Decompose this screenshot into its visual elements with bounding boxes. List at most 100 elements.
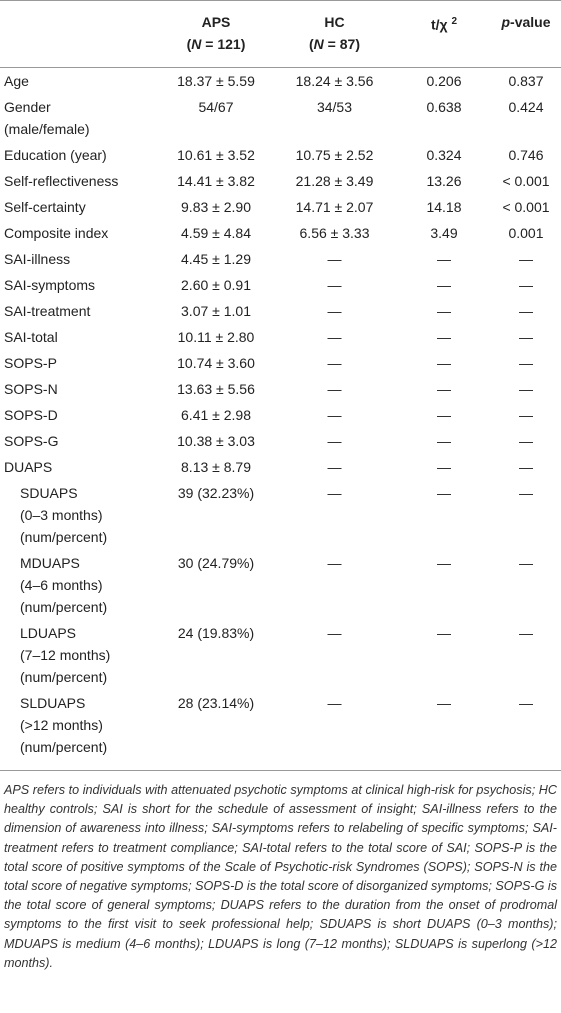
cell: 4.45 ± 1.29 <box>181 251 251 267</box>
row-label: SOPS-P <box>0 350 160 376</box>
cell: — <box>437 555 451 571</box>
cell: 13.63 ± 5.56 <box>177 381 255 397</box>
cell: — <box>519 485 533 501</box>
label-line: (7–12 months) <box>20 647 111 663</box>
label-line: (num/percent) <box>20 599 108 615</box>
header-text: ( <box>309 36 314 52</box>
cell: 18.37 ± 5.59 <box>177 73 255 89</box>
label-line: (male/female) <box>4 121 90 137</box>
label-line: (>12 months) <box>20 717 103 733</box>
header-cell: p-value <box>491 1 561 68</box>
cell: — <box>437 485 451 501</box>
row-label: Self-reflectiveness <box>0 168 160 194</box>
table-row: SOPS-P 10.74 ± 3.60 — — — <box>0 350 561 376</box>
cell: — <box>327 329 342 345</box>
cell: — <box>327 625 342 641</box>
row-label: SAI-illness <box>0 246 160 272</box>
table-row: Self-certainty 9.83 ± 2.90 14.71 ± 2.07 14.… <box>0 194 561 220</box>
label-line: SAI-total <box>4 329 58 345</box>
header-text: HC <box>324 14 345 30</box>
table-row: Self-reflectiveness 14.41 ± 3.82 21.28 ± 3… <box>0 168 561 194</box>
label-line: SAI-symptoms <box>4 277 96 293</box>
cell: — <box>437 625 451 641</box>
cell: — <box>519 433 533 449</box>
row-label: SOPS-D <box>0 402 160 428</box>
row-label: SDUAPS (0–3 months) (num/percent) <box>0 480 160 550</box>
cell: 10.75 ± 2.52 <box>295 147 374 163</box>
header-text: (N = 121) <box>160 33 272 55</box>
cell: 10.11 ± 2.80 <box>177 329 255 345</box>
cell: 9.83 ± 2.90 <box>181 199 251 215</box>
cell: 34/53 <box>316 99 353 115</box>
cell: 8.13 ± 8.79 <box>181 459 251 475</box>
table-row: Education (year) 10.61 ± 3.52 10.75 ± 2.52… <box>0 142 561 168</box>
label-line: Education (year) <box>4 147 107 163</box>
label-line: SOPS-P <box>4 355 57 371</box>
header-text: = 121) <box>201 36 246 52</box>
cell: — <box>519 381 533 397</box>
cell: 14.71 ± 2.07 <box>295 199 374 215</box>
cell: — <box>327 695 342 711</box>
cell: — <box>327 355 342 371</box>
cell: 30 (24.79%) <box>177 555 255 571</box>
cell: — <box>519 555 533 571</box>
table-body: Age 18.37 ± 5.59 18.24 ± 3.56 0.206 0.837 Gen… <box>0 68 561 771</box>
cell: 14.41 ± 3.82 <box>177 173 255 189</box>
cell: — <box>437 329 451 345</box>
cell: — <box>327 277 342 293</box>
label-line: SOPS-D <box>4 407 58 423</box>
data-table: APS (N = 121) HC (N = 87) t/χ 2 p-value … <box>0 0 561 771</box>
cell: 18.24 ± 3.56 <box>295 73 374 89</box>
table-row: SAI-total 10.11 ± 2.80 — — — <box>0 324 561 350</box>
header-text: N <box>191 36 202 52</box>
label-line: SDUAPS <box>20 485 78 501</box>
header-text: (N = 87) <box>272 33 397 55</box>
cell: 0.206 <box>426 73 462 89</box>
cell: — <box>437 695 451 711</box>
cell: — <box>519 329 533 345</box>
cell: — <box>437 459 451 475</box>
cell: 10.74 ± 3.60 <box>177 355 255 371</box>
header-text: 2 <box>451 16 458 27</box>
cell: — <box>519 303 533 319</box>
header-text: N <box>313 36 324 52</box>
row-label: SOPS-N <box>0 376 160 402</box>
cell: — <box>519 277 533 293</box>
cell: — <box>519 251 533 267</box>
cell: — <box>519 355 533 371</box>
cell: 39 (32.23%) <box>177 485 255 501</box>
cell: — <box>519 695 533 711</box>
label-line: (0–3 months) <box>20 507 103 523</box>
header-cell: HC (N = 87) <box>272 1 397 68</box>
cell: — <box>327 433 342 449</box>
cell: 54/67 <box>198 99 234 115</box>
cell: — <box>519 459 533 475</box>
cell: — <box>437 433 451 449</box>
label-line: (num/percent) <box>20 739 108 755</box>
cell: 0.324 <box>426 147 462 163</box>
cell: 6.56 ± 3.33 <box>299 225 370 241</box>
table-row: SAI-illness 4.45 ± 1.29 — — — <box>0 246 561 272</box>
cell: 3.49 <box>430 225 458 241</box>
label-line: (num/percent) <box>20 529 108 545</box>
label-line: Age <box>4 73 29 89</box>
cell: — <box>327 407 342 423</box>
row-label: DUAPS <box>0 454 160 480</box>
label-line: SOPS-N <box>4 381 58 397</box>
label-line: SAI-treatment <box>4 303 91 319</box>
cell: — <box>437 407 451 423</box>
table-row: DUAPS 8.13 ± 8.79 — — — <box>0 454 561 480</box>
cell: — <box>327 381 342 397</box>
label-line: Self-reflectiveness <box>4 173 119 189</box>
table-row: LDUAPS (7–12 months) (num/percent) 24 (19.8… <box>0 620 561 690</box>
row-label: MDUAPS (4–6 months) (num/percent) <box>0 550 160 620</box>
cell: 24 (19.83%) <box>177 625 255 641</box>
cell: 0.001 <box>508 225 544 241</box>
row-label: LDUAPS (7–12 months) (num/percent) <box>0 620 160 690</box>
header-cell: t/χ 2 <box>397 1 491 68</box>
table-row: SAI-symptoms 2.60 ± 0.91 — — — <box>0 272 561 298</box>
cell: — <box>327 459 342 475</box>
cell: < 0.001 <box>502 173 550 189</box>
cell: 3.07 ± 1.01 <box>181 303 251 319</box>
